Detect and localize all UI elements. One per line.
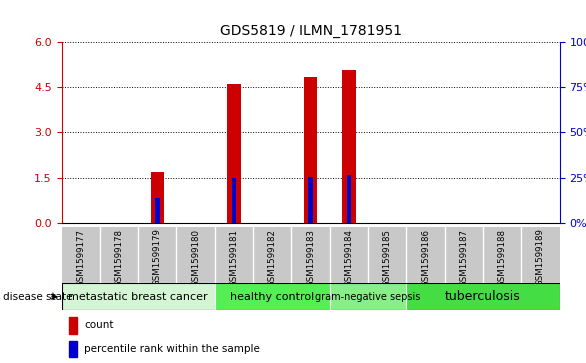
Text: count: count [84,321,114,330]
Text: healthy control: healthy control [230,292,315,302]
Bar [69,341,77,357]
Bar [227,84,241,223]
Bar [231,178,236,223]
Text: GSM1599182: GSM1599182 [268,229,277,286]
Text: GSM1599180: GSM1599180 [191,229,200,286]
Text: GSM1599179: GSM1599179 [153,229,162,286]
Bar [342,70,356,223]
Text: GSM1599189: GSM1599189 [536,229,545,286]
Text: percentile rank within the sample: percentile rank within the sample [84,344,260,354]
Text: GSM1599181: GSM1599181 [230,229,239,286]
Text: metastatic breast cancer: metastatic breast cancer [69,292,208,302]
Bar [69,317,77,334]
Bar [215,283,330,310]
Bar [62,283,215,310]
Bar [346,175,351,223]
Text: GSM1599184: GSM1599184 [345,229,353,286]
Text: tuberculosis: tuberculosis [445,290,521,303]
Bar [304,77,317,223]
Text: disease state: disease state [3,292,73,302]
Bar [155,197,159,223]
Text: GSM1599183: GSM1599183 [306,229,315,286]
Text: GSM1599186: GSM1599186 [421,229,430,286]
Bar [308,177,313,223]
Bar [330,283,406,310]
Text: GSM1599185: GSM1599185 [383,229,391,286]
Bar [151,172,164,223]
Text: GSM1599177: GSM1599177 [76,229,85,286]
Text: GSM1599188: GSM1599188 [498,229,507,286]
Text: gram-negative sepsis: gram-negative sepsis [315,292,421,302]
Bar [406,283,560,310]
Title: GDS5819 / ILMN_1781951: GDS5819 / ILMN_1781951 [220,24,401,38]
Text: GSM1599178: GSM1599178 [114,229,124,286]
Text: GSM1599187: GSM1599187 [459,229,468,286]
